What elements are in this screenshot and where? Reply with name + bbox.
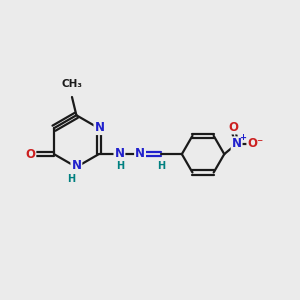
- Text: N: N: [71, 159, 81, 172]
- Text: O: O: [26, 148, 35, 160]
- Text: O: O: [228, 121, 238, 134]
- Text: N: N: [232, 137, 242, 150]
- Text: H: H: [116, 161, 124, 171]
- Text: N: N: [135, 147, 145, 160]
- Text: N: N: [114, 147, 124, 160]
- Text: CH₃: CH₃: [61, 79, 82, 89]
- Text: N: N: [94, 121, 104, 134]
- Text: O⁻: O⁻: [247, 137, 264, 150]
- Text: +: +: [240, 133, 247, 142]
- Text: H: H: [67, 174, 75, 184]
- Text: H: H: [157, 161, 165, 171]
